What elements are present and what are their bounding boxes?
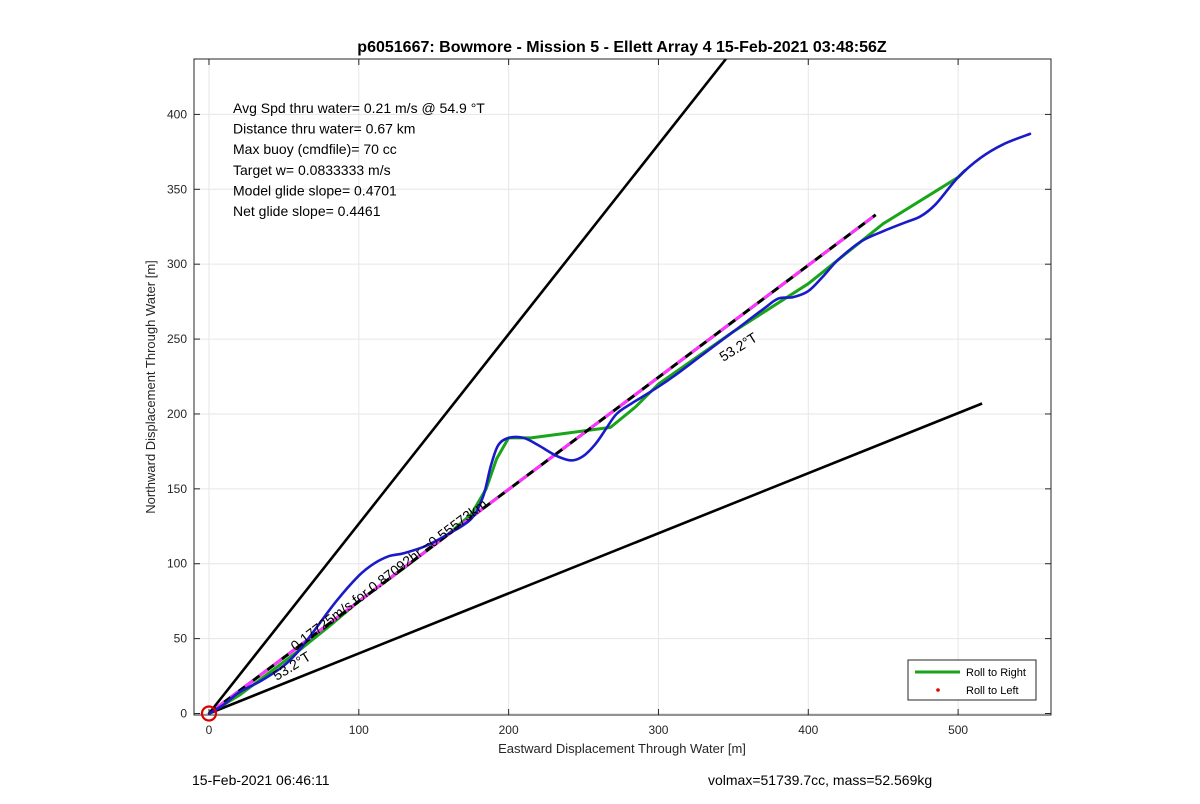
legend-box	[907, 659, 1037, 701]
footer-timestamp: 15-Feb-2021 06:46:11	[192, 772, 330, 788]
info-line: Net glide slope= 0.4461	[233, 203, 381, 219]
y-tick-label: 100	[167, 557, 187, 571]
legend-roll-left-swatch	[936, 688, 940, 692]
series-predicted-track-dash	[208, 213, 877, 715]
y-axis-label: Northward Displacement Through Water [m]	[143, 260, 158, 514]
plot-frame	[193, 58, 1052, 716]
y-tick-label: 350	[167, 182, 187, 196]
x-tick-label: 400	[798, 723, 818, 737]
y-tick-label: 0	[180, 707, 187, 721]
x-tick-label: 100	[349, 723, 369, 737]
info-line: Target w= 0.0833333 m/s	[233, 162, 391, 178]
chart-title: p6051667: Bowmore - Mission 5 - Ellett A…	[357, 39, 887, 56]
y-tick-label: 50	[174, 632, 188, 646]
info-text-block: Avg Spd thru water= 0.21 m/s @ 54.9 °T Di…	[233, 100, 485, 219]
x-tick-label: 500	[948, 723, 968, 737]
grid-lines	[194, 59, 1051, 715]
legend-roll-right-label: Roll to Right	[966, 667, 1026, 679]
y-tick-label: 250	[167, 332, 187, 346]
legend: Roll to Right Roll to Left	[907, 659, 1037, 701]
x-axis-label: Eastward Displacement Through Water [m]	[498, 741, 746, 756]
info-line: Max buoy (cmdfile)= 70 cc	[233, 141, 397, 157]
series-steep-bound-line	[207, 59, 727, 715]
info-line: Avg Spd thru water= 0.21 m/s @ 54.9 °T	[233, 100, 485, 116]
footer-volmax-mass: volmax=51739.7cc, mass=52.569kg	[708, 772, 933, 788]
start-marker	[200, 705, 218, 722]
plot-content	[207, 59, 1032, 715]
x-tick-label: 200	[499, 723, 519, 737]
y-tick-label: 400	[167, 107, 187, 121]
info-line: Distance thru water= 0.67 km	[233, 121, 415, 137]
info-line: Model glide slope= 0.4701	[233, 182, 397, 198]
x-tick-label: 300	[648, 723, 668, 737]
legend-roll-left-label: Roll to Left	[966, 685, 1019, 697]
y-tick-label: 200	[167, 407, 187, 421]
series-shallow-bound-line	[208, 402, 983, 715]
y-tick-label: 150	[167, 482, 187, 496]
y-tick-label: 300	[167, 257, 187, 271]
axis-ticks: 0 100 200 300 400 500 0 50 100 150 200 250 300 350 400	[167, 59, 1051, 737]
x-tick-label: 0	[206, 723, 213, 737]
series-roll-to-right-line	[208, 168, 967, 715]
plot-area	[194, 59, 1051, 715]
series-glider-track-line	[207, 132, 1032, 715]
